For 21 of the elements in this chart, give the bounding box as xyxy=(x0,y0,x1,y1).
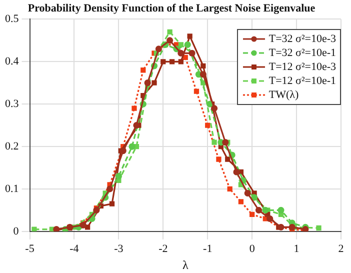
y-tick-label: 0.4 xyxy=(5,56,20,68)
y-tick-label: 0.2 xyxy=(5,140,19,152)
x-tick-label: 0 xyxy=(249,242,256,255)
x-tick-label: -5 xyxy=(25,242,35,255)
legend-label: TW(λ) xyxy=(268,88,299,102)
legend-label: T=32 σ²=10e-1 xyxy=(268,46,336,60)
y-tick-label: 0.3 xyxy=(5,98,20,110)
x-tick-label: -4 xyxy=(70,242,80,255)
x-tick-label: 2 xyxy=(338,242,344,255)
legend-label: T=32 σ²=10e-3 xyxy=(268,32,336,46)
y-tick-label: 0.5 xyxy=(5,13,20,26)
legend-label: T=12 σ²=10e-1 xyxy=(268,74,336,88)
legend-label: T=12 σ²=10e-3 xyxy=(268,60,336,74)
x-tick-label: 1 xyxy=(294,242,300,255)
x-axis-title: λ xyxy=(182,258,188,272)
chart-title: Probability Density Function of the Largest Noise Eigenvalue xyxy=(28,2,316,14)
y-tick-label: 0 xyxy=(13,225,20,238)
x-tick-label: -3 xyxy=(114,242,124,255)
x-tick-label: -2 xyxy=(158,242,168,255)
x-tick-label: -1 xyxy=(203,242,212,255)
y-tick-label: 0.1 xyxy=(5,182,19,195)
